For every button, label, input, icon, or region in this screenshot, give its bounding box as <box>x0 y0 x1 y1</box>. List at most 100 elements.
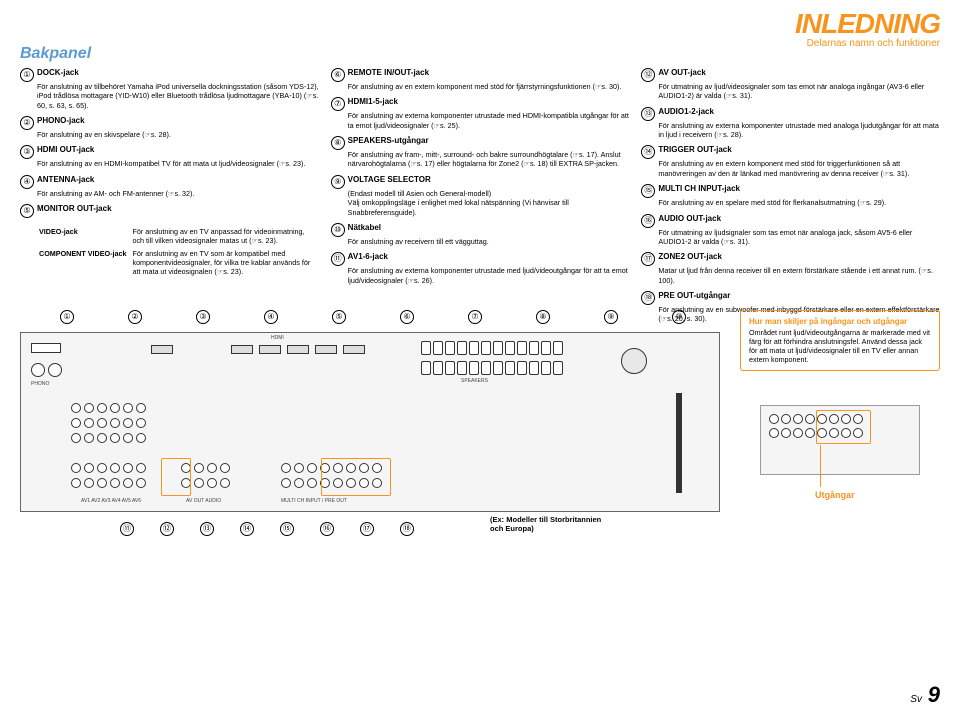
rca-jack <box>136 403 146 413</box>
callout-number: ⑫ <box>160 522 174 536</box>
speaker-terminal <box>433 341 443 355</box>
item-description: För anslutning av externa komponenter ut… <box>348 111 630 130</box>
rca-jack <box>97 478 107 488</box>
rca-jack <box>97 433 107 443</box>
item-description: (Endast modell till Asien och General-mo… <box>348 189 630 217</box>
speaker-terminal <box>493 341 503 355</box>
speaker-terminal <box>553 361 563 375</box>
outputs-label: Utgångar <box>815 490 855 500</box>
rca-jack <box>281 478 291 488</box>
speaker-terminal <box>421 361 431 375</box>
list-item: ⑭TRIGGER OUT-jackFör anslutning av en ex… <box>641 145 940 178</box>
item-title: AUDIO OUT-jack <box>658 214 721 223</box>
label: AV1 AV2 AV3 AV4 AV5 AV6 <box>81 498 141 504</box>
list-item: ③HDMI OUT-jackFör anslutning av en HDMI-… <box>20 145 319 168</box>
speaker-terminal <box>445 361 455 375</box>
rca-jack <box>123 418 133 428</box>
item-title: AUDIO1-2-jack <box>658 107 714 116</box>
output-highlight <box>321 458 391 496</box>
speaker-terminal <box>481 361 491 375</box>
list-item: ⑥REMOTE IN/OUT-jackFör anslutning av en … <box>331 68 630 91</box>
speaker-terminal <box>541 361 551 375</box>
phono-jack <box>31 363 45 377</box>
speaker-terminal <box>505 361 515 375</box>
rca-jack <box>793 414 803 424</box>
example-note: (Ex: Modeller till Storbritannien och Eu… <box>490 515 610 533</box>
speaker-terminal <box>469 341 479 355</box>
item-title: PRE OUT-utgångar <box>658 291 730 300</box>
callout-number: ⑯ <box>320 522 334 536</box>
rca-jack <box>84 403 94 413</box>
item-description: För anslutning av externa komponenter ut… <box>658 121 940 140</box>
callout-number: ③ <box>196 310 210 324</box>
rca-jack <box>769 414 779 424</box>
page-number: Sv 9 <box>910 682 940 708</box>
pointer-line <box>820 445 821 487</box>
callout-number: ⑭ <box>240 522 254 536</box>
list-item: ⑬AUDIO1-2-jackFör anslutning av externa … <box>641 107 940 140</box>
speaker-terminal <box>433 361 443 375</box>
rca-jack <box>194 463 204 473</box>
item-title: Nätkabel <box>348 223 381 232</box>
callout-number: ⑱ <box>641 291 655 305</box>
rca-jack <box>110 433 120 443</box>
callout-number: ⑤ <box>20 204 34 218</box>
rca-jack <box>71 418 81 428</box>
list-item: ⑦HDMI1-5-jackFör anslutning av externa k… <box>331 97 630 130</box>
speaker-terminal <box>493 361 503 375</box>
item-title: HDMI OUT-jack <box>37 145 94 154</box>
callout-number: ⑥ <box>331 68 345 82</box>
rca-jack <box>207 463 217 473</box>
callout-number: ⑩ <box>672 310 686 324</box>
speaker-terminal <box>421 341 431 355</box>
rca-jack <box>136 478 146 488</box>
item-title: ZONE2 OUT-jack <box>658 252 722 261</box>
callout-number: ⑧ <box>331 136 345 150</box>
power-cable <box>676 393 682 493</box>
item-title: TRIGGER OUT-jack <box>658 145 731 154</box>
callout-number: ② <box>128 310 142 324</box>
chapter-subtitle: Delarnas namn och funktioner <box>795 38 940 49</box>
rca-jack <box>220 478 230 488</box>
callout-number: ④ <box>20 175 34 189</box>
item-description: För utmatning av ljud/videosignaler som … <box>658 82 940 101</box>
speaker-terminal <box>481 341 491 355</box>
rca-jack <box>769 428 779 438</box>
speaker-terminal <box>529 361 539 375</box>
callout-number: ③ <box>20 145 34 159</box>
output-highlight <box>816 410 871 444</box>
rca-jack <box>781 414 791 424</box>
column-1: ①DOCK-jackFör anslutning av tillbehöret … <box>20 68 319 330</box>
rca-jack <box>281 463 291 473</box>
item-title: ANTENNA-jack <box>37 175 94 184</box>
callout-number: ⑯ <box>641 214 655 228</box>
diagram-area: ①②③④⑤⑥⑦⑧⑨⑩ PHONO HDMI <box>20 310 940 544</box>
speaker-terminal <box>517 341 527 355</box>
sub-label: VIDEO-jack <box>39 226 130 246</box>
rca-jack <box>781 428 791 438</box>
callout-number: ⑫ <box>641 68 655 82</box>
hdmi-in <box>287 345 309 354</box>
column-3: ⑫AV OUT-jack För utmatning av ljud/videos… <box>641 68 940 330</box>
label: AV OUT AUDIO <box>186 498 221 504</box>
item-title: AV1-6-jack <box>348 252 388 261</box>
list-item: ⑫AV OUT-jack För utmatning av ljud/videos… <box>641 68 940 101</box>
output-mini-diagram <box>760 405 920 475</box>
speaker-terminal <box>541 341 551 355</box>
speaker-terminal <box>457 361 467 375</box>
back-panel-diagram: PHONO HDMI SPEAKERS <box>20 332 720 512</box>
rca-jack <box>71 403 81 413</box>
item-title: AV OUT-jack <box>658 68 705 77</box>
callout-number: ⑤ <box>332 310 346 324</box>
item-description: För anslutning av en extern komponent me… <box>658 159 940 178</box>
page-header: INLEDNING Delarnas namn och funktioner <box>795 8 940 49</box>
callout-number: ① <box>60 310 74 324</box>
rca-jack <box>84 478 94 488</box>
callout-number: ⑥ <box>400 310 414 324</box>
callout-number: ⑨ <box>604 310 618 324</box>
list-item: ⑧SPEAKERS-utgångarFör anslutning av fram… <box>331 136 630 169</box>
item-title: PHONO-jack <box>37 116 85 125</box>
label: HDMI <box>271 335 284 341</box>
speaker-terminal <box>457 341 467 355</box>
column-2: ⑥REMOTE IN/OUT-jackFör anslutning av en … <box>331 68 630 330</box>
